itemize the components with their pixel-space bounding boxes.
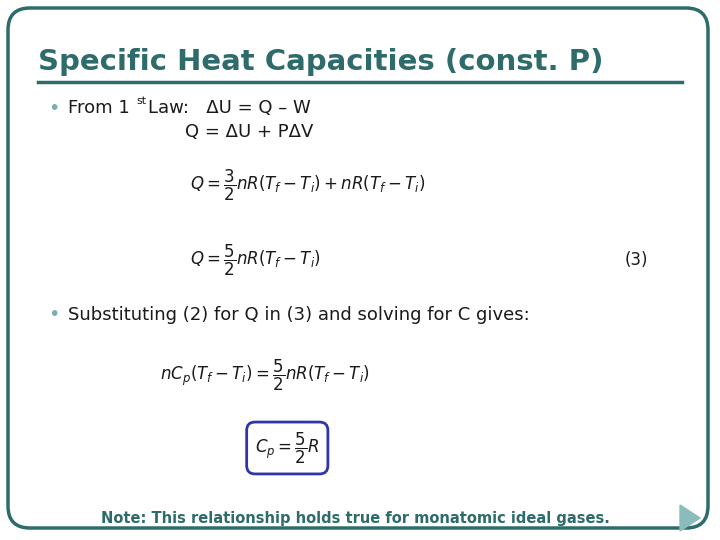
Text: Substituting (2) for Q in (3) and solving for C gives:: Substituting (2) for Q in (3) and solvin… — [68, 306, 530, 324]
Text: •: • — [48, 306, 59, 325]
Text: Law:   ΔU = Q – W: Law: ΔU = Q – W — [148, 99, 311, 117]
Text: From 1: From 1 — [68, 99, 130, 117]
Text: $C_p = \dfrac{5}{2}R$: $C_p = \dfrac{5}{2}R$ — [255, 430, 320, 465]
Text: $nC_p(T_f-T_i)=\dfrac{5}{2}nR(T_f-T_i)$: $nC_p(T_f-T_i)=\dfrac{5}{2}nR(T_f-T_i)$ — [160, 357, 370, 393]
Polygon shape — [680, 505, 700, 531]
Text: •: • — [48, 98, 59, 118]
Text: st: st — [136, 96, 146, 106]
Text: Q = ΔU + PΔV: Q = ΔU + PΔV — [185, 123, 313, 141]
Text: Specific Heat Capacities (const. P): Specific Heat Capacities (const. P) — [38, 48, 603, 76]
Text: $Q = \dfrac{5}{2}nR(T_f-T_i)$: $Q = \dfrac{5}{2}nR(T_f-T_i)$ — [190, 242, 321, 278]
Text: $Q = \dfrac{3}{2}nR(T_f-T_i)+nR(T_f-T_i)$: $Q = \dfrac{3}{2}nR(T_f-T_i)+nR(T_f-T_i)… — [190, 167, 426, 202]
Text: (3): (3) — [625, 251, 649, 269]
FancyBboxPatch shape — [8, 8, 708, 528]
Text: Note: This relationship holds true for monatomic ideal gases.: Note: This relationship holds true for m… — [101, 510, 609, 525]
